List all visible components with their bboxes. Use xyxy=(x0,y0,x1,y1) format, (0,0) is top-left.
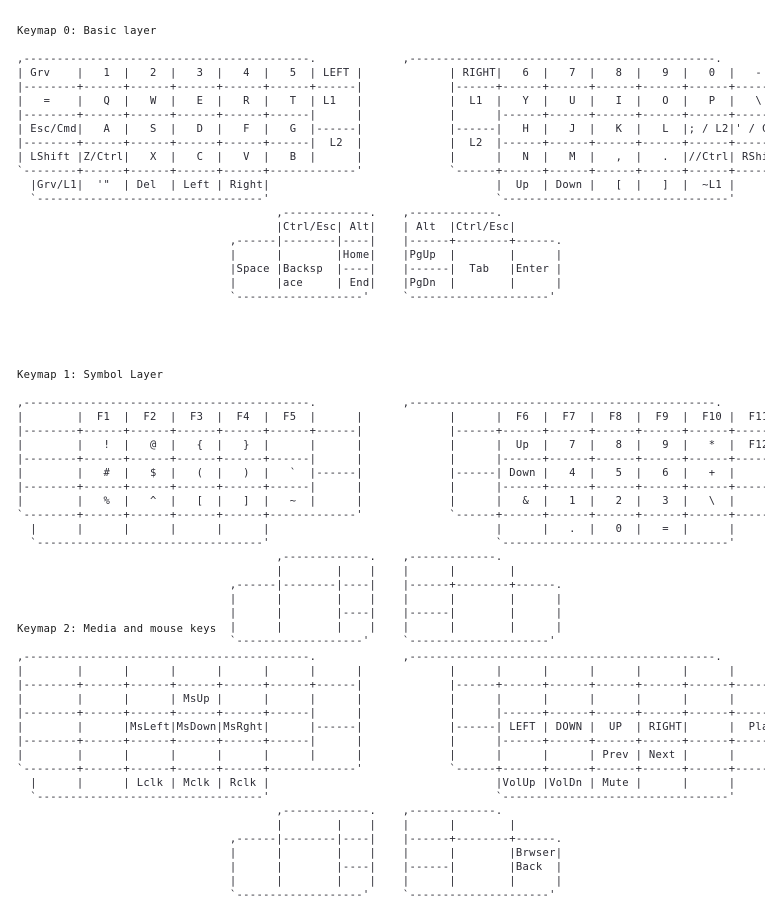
spacer xyxy=(17,38,765,52)
keymap-block-2: Keymap 2: Media and mouse keys ,--------… xyxy=(17,622,765,902)
keymap-0-ascii-art: ,---------------------------------------… xyxy=(17,53,765,303)
spacer xyxy=(17,636,765,650)
keymap-2-title: Keymap 2: Media and mouse keys xyxy=(17,623,217,635)
spacer xyxy=(17,382,765,396)
keymap-block-1: Keymap 1: Symbol Layer ,----------------… xyxy=(17,368,765,648)
keymap-1-title: Keymap 1: Symbol Layer xyxy=(17,369,164,381)
keymap-0-title: Keymap 0: Basic layer xyxy=(17,25,157,37)
keymap-2-ascii-art: ,---------------------------------------… xyxy=(17,651,765,901)
keymap-document-page: Keymap 0: Basic layer ,-----------------… xyxy=(17,24,765,901)
keymap-block-0: Keymap 0: Basic layer ,-----------------… xyxy=(17,24,765,304)
keymap-1-ascii-art: ,---------------------------------------… xyxy=(17,397,765,647)
